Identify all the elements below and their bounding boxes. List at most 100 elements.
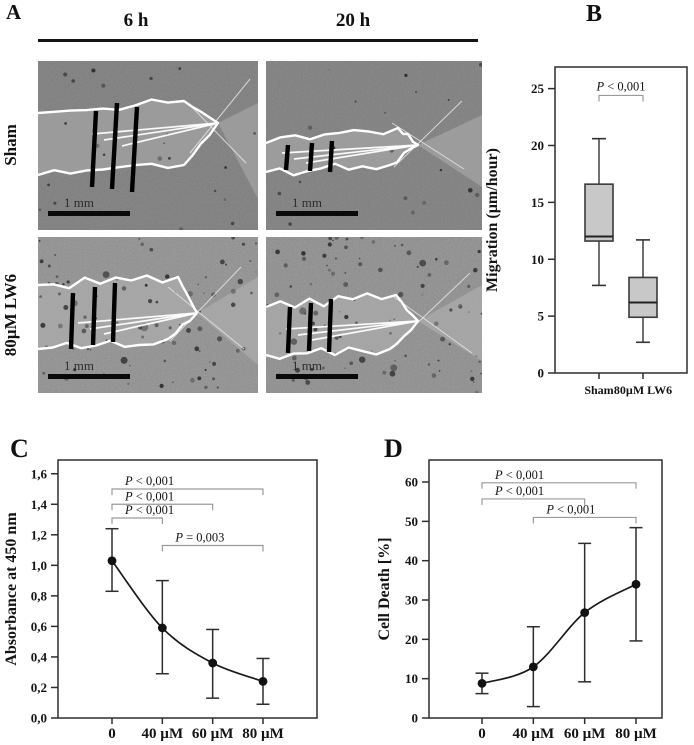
migration-boxplot-chart: 0 5 10 15 20 25 Sham 80µM LW6 Migration (µm/hour…	[484, 66, 688, 397]
wound-outline	[38, 274, 199, 351]
significance-label: P < 0,001	[124, 503, 174, 517]
significance-label: P < 0,001	[595, 79, 645, 93]
box	[628, 276, 658, 319]
significance-bracket	[161, 544, 264, 552]
grain-overlay	[266, 61, 482, 230]
data-point	[157, 623, 167, 633]
plot-frame	[428, 459, 663, 719]
micrograph-sham-6h: 1 mm	[38, 61, 258, 230]
y-tick-label: 15	[531, 195, 545, 210]
column-header-6h: 6 h	[123, 10, 149, 31]
measurement-bars	[285, 298, 334, 354]
data-point	[631, 579, 641, 589]
trend-line	[481, 583, 637, 685]
row-label-sham: Sham	[1, 124, 20, 166]
plot-frame	[57, 459, 318, 719]
grain-overlay	[266, 237, 482, 393]
y-axis-label: Migration (µm/hour)	[484, 148, 501, 292]
header-underline	[38, 39, 478, 42]
data-point	[208, 658, 218, 668]
trend-line	[111, 560, 264, 683]
scale-bar-label: 1 mm	[64, 358, 94, 373]
box-group	[584, 137, 614, 287]
significance-bracket	[111, 517, 163, 525]
scale-bar	[276, 374, 358, 379]
plot-frame	[554, 66, 688, 374]
box-group	[628, 239, 658, 344]
y-tick-label: 25	[531, 81, 545, 96]
significance-label: P = 0,003	[174, 530, 224, 544]
y-tick-label: 40	[405, 553, 418, 568]
error-bars	[105, 527, 270, 706]
y-tick-label: 5	[538, 309, 545, 324]
significance-label: P < 0,001	[545, 502, 595, 516]
grain-overlay	[38, 61, 258, 230]
panel-c-label: C	[10, 434, 29, 463]
scale-bar	[48, 211, 130, 216]
y-axis-label: Absorbance at 450 nm	[3, 512, 20, 666]
y-tick-label: 1,2	[31, 527, 47, 542]
wound-outline	[38, 98, 220, 177]
debris-dots	[38, 67, 257, 230]
column-header-20h: 20 h	[335, 10, 371, 31]
y-axis-label: Cell Death [%]	[376, 537, 393, 640]
y-tick-label: 1,6	[31, 466, 48, 481]
x-tick-label: 0	[108, 726, 116, 742]
y-tick-label: 0,4	[31, 649, 48, 664]
significance-label: P < 0,001	[494, 468, 544, 482]
debris-dots	[266, 237, 482, 393]
significance-bracket	[481, 482, 637, 489]
measurement-bars	[89, 102, 140, 193]
significance-label: P < 0,001	[494, 484, 544, 498]
y-tick-label: 20	[531, 138, 544, 153]
measurement-lines	[77, 312, 198, 335]
micrograph-lw6-20h: 1 mm	[266, 237, 482, 393]
wound-outline	[266, 292, 420, 360]
y-tick-label: 10	[405, 671, 418, 686]
wound-outline	[266, 126, 420, 177]
debris-dots	[38, 237, 258, 390]
scale-bar-label: 1 mm	[292, 358, 322, 373]
crosshair-lines	[391, 100, 465, 170]
significance-bracket	[111, 488, 264, 496]
panel-d-label: D	[384, 434, 403, 463]
x-tick-label: 80 µM	[615, 726, 657, 742]
x-tick-label: 60 µM	[564, 726, 606, 742]
x-tick-label: 80µM LW6	[614, 383, 672, 397]
y-tick-label: 0,8	[31, 588, 48, 603]
x-tick-label: 60 µM	[192, 726, 234, 742]
scale-bar-label: 1 mm	[64, 195, 94, 210]
y-tick-label: 50	[405, 514, 418, 529]
data-point	[477, 678, 487, 688]
significance-label: P < 0,001	[124, 489, 174, 503]
scale-bar-label: 1 mm	[292, 195, 322, 210]
y-tick-label: 0,2	[31, 680, 47, 695]
data-point	[580, 608, 590, 617]
data-point	[528, 662, 538, 672]
crosshair-lines	[167, 266, 245, 350]
micrograph-sham-20h: 1 mm	[266, 61, 482, 230]
significance-bracket	[532, 516, 637, 524]
data-point	[107, 556, 117, 566]
scale-bar	[48, 374, 130, 379]
y-tick-label: 0,0	[31, 711, 47, 726]
x-tick-label: 0	[478, 726, 486, 742]
row-label-lw6: 80µM LW6	[1, 273, 20, 357]
panel-b-label: B	[586, 1, 603, 27]
y-tick-label: 1,0	[31, 558, 47, 573]
box	[584, 183, 614, 242]
data-point	[258, 676, 268, 686]
significance-bracket	[481, 498, 586, 505]
measurement-lines	[91, 122, 219, 147]
crosshair-lines	[187, 78, 251, 164]
measurement-lines	[281, 144, 419, 164]
panel-a-label: A	[6, 0, 22, 24]
y-tick-label: 30	[405, 593, 418, 608]
significance-bracket	[111, 503, 214, 511]
absorbance-line-chart: 0,0 0,2 0,4 0,6 0,8 1,0 1,2 1,4 1,6 0 40 µM 60 µM 80…	[3, 459, 318, 742]
significance-bracket	[598, 94, 644, 102]
y-tick-label: 0	[412, 711, 419, 726]
y-tick-label: 0	[538, 366, 545, 381]
x-tick-label: 40 µM	[142, 726, 184, 742]
